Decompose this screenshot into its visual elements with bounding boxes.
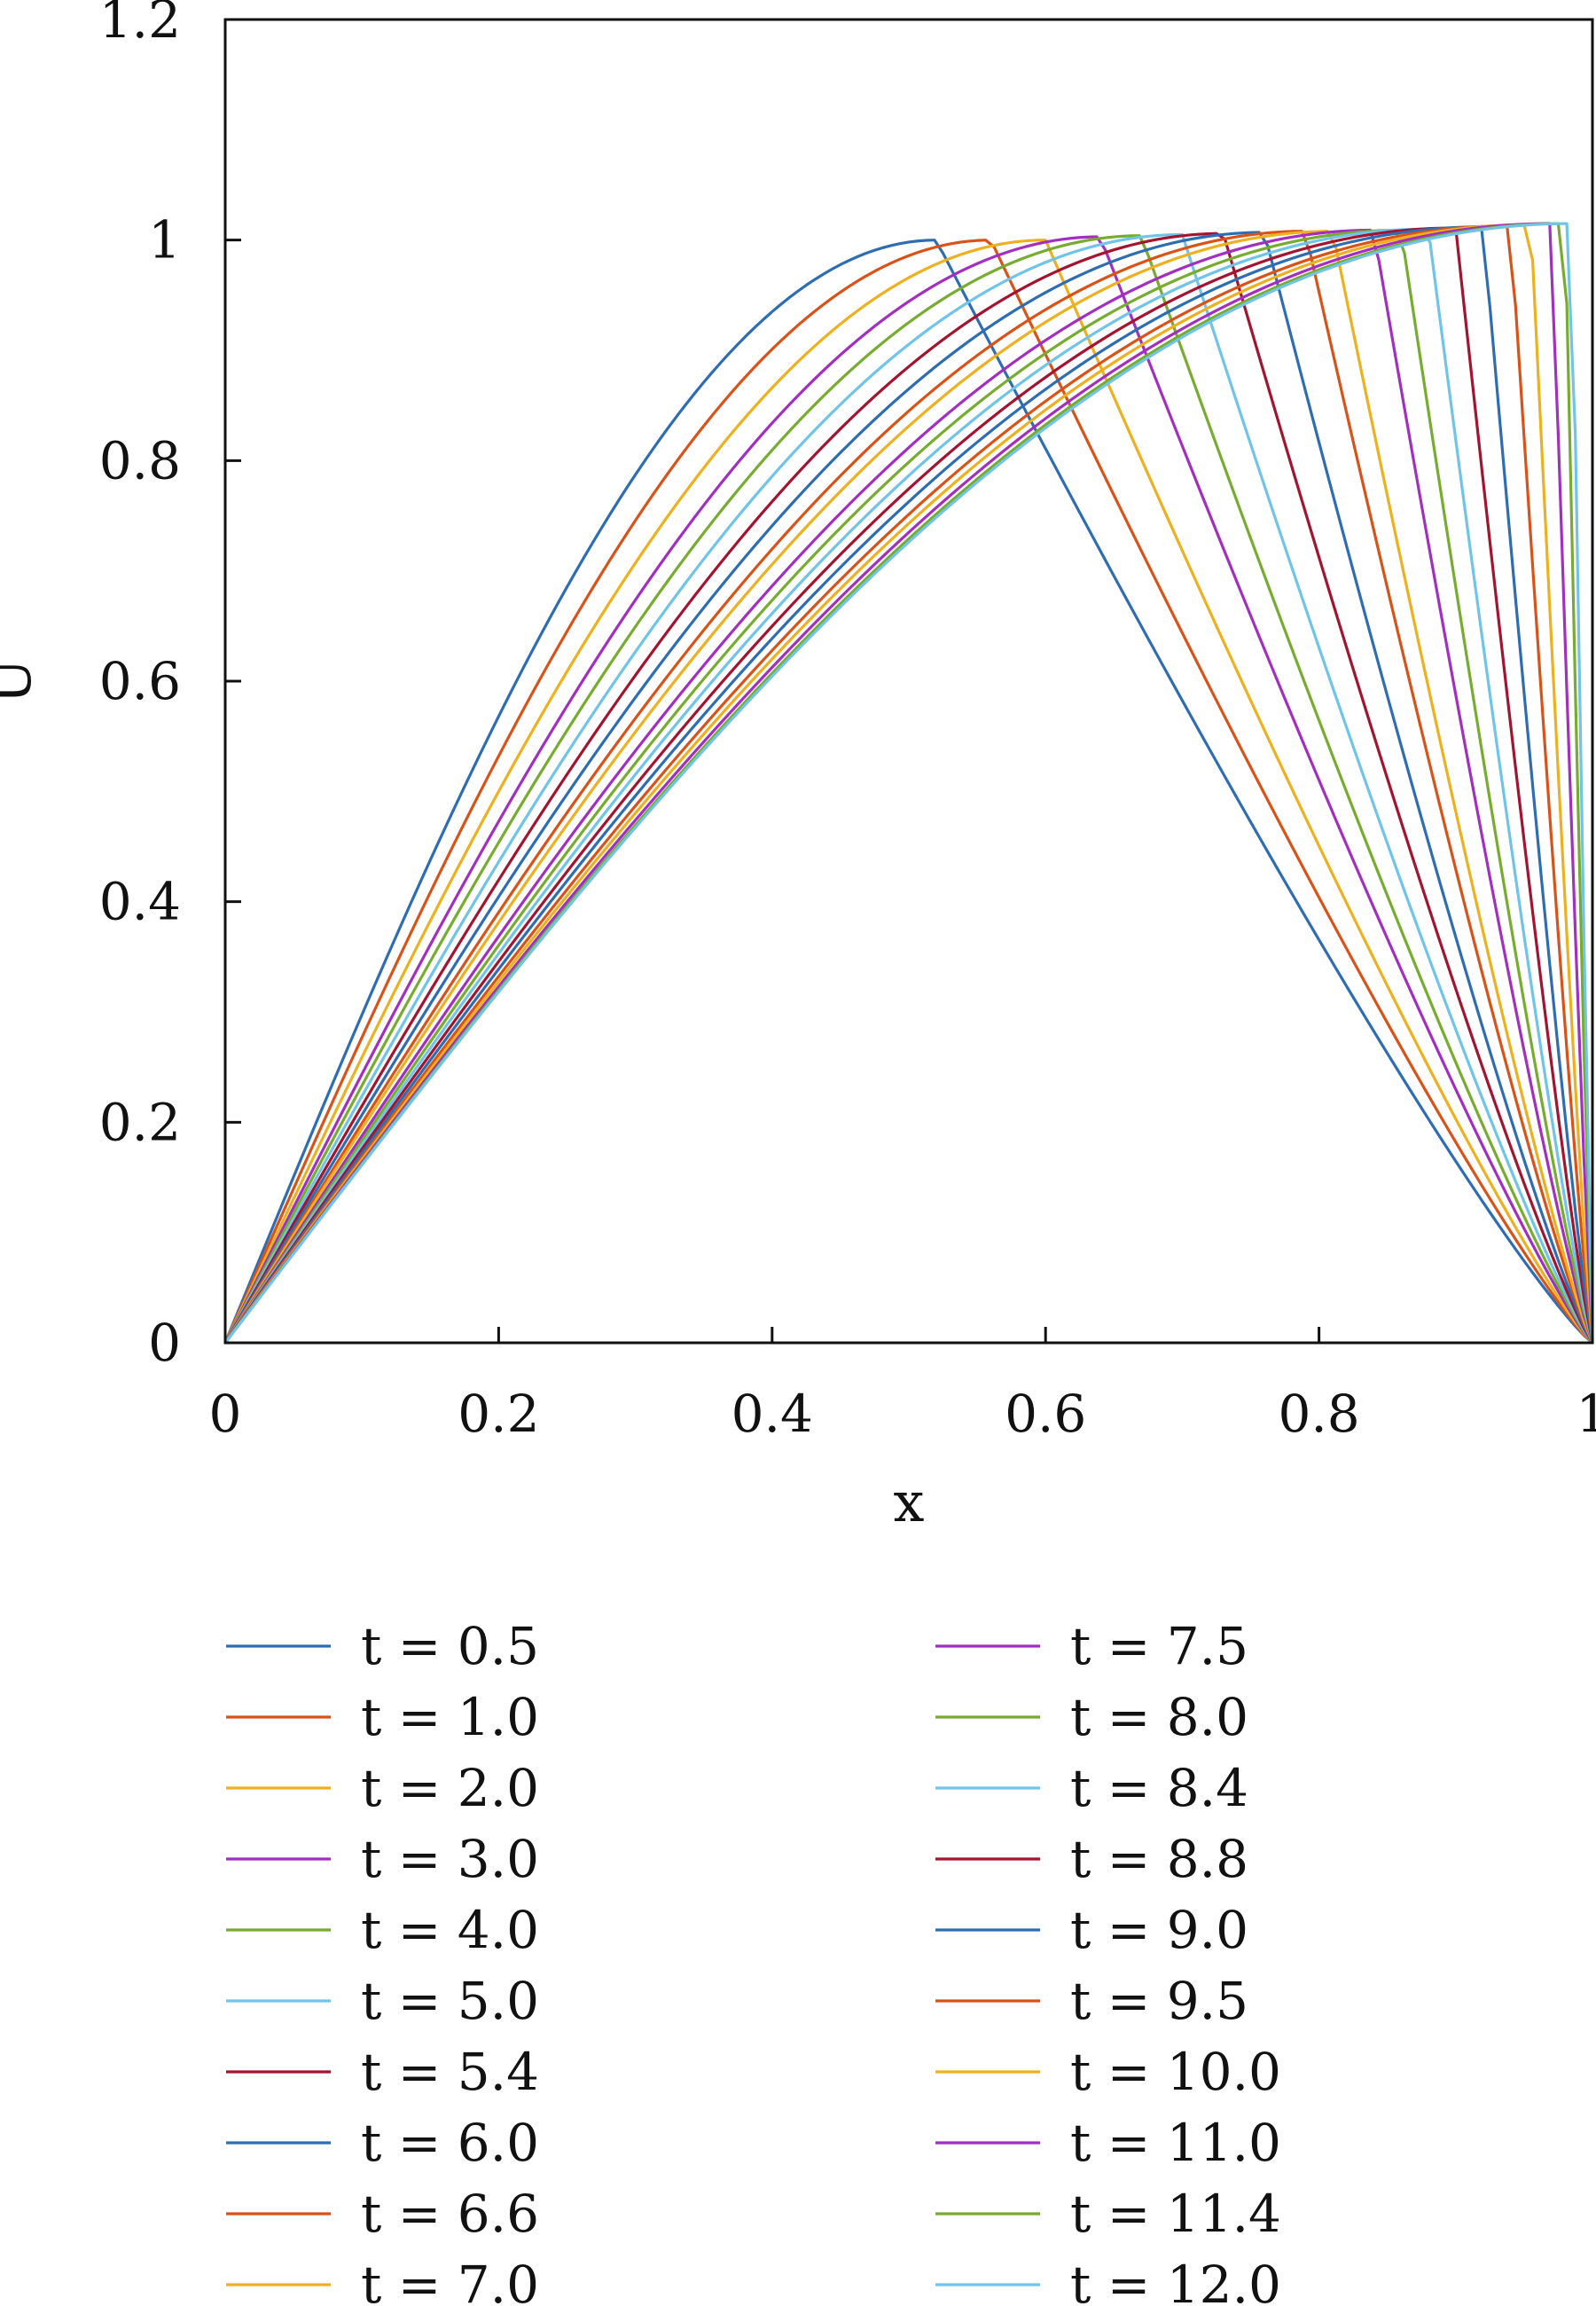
- series-line: [223, 230, 1594, 1344]
- legend-label: t = 9.0: [1070, 1900, 1248, 1960]
- x-tick-label: 0.8: [1278, 1384, 1359, 1444]
- series-line: [223, 231, 1594, 1344]
- axes-frame: [223, 18, 1594, 1345]
- series-layer: [223, 222, 1594, 1345]
- legend-label: t = 4.0: [361, 1900, 539, 1960]
- legend-label: t = 5.4: [361, 2042, 539, 2102]
- legend-label: t = 5.0: [361, 1971, 539, 2031]
- legend-item: t = 1.0: [226, 1687, 539, 1747]
- series-line: [223, 230, 1594, 1344]
- legend-label: t = 11.4: [1070, 2184, 1281, 2244]
- legend-item: t = 4.0: [226, 1900, 539, 1960]
- series-line: [223, 239, 1594, 1345]
- legend-item: t = 9.0: [935, 1900, 1248, 1960]
- legend-item: t = 8.4: [935, 1758, 1248, 1818]
- legend-label: t = 6.0: [361, 2113, 539, 2173]
- y-tick-label: 0.4: [99, 872, 181, 932]
- series-line: [223, 234, 1594, 1344]
- legend-item: t = 3.0: [226, 1829, 539, 1889]
- legend-item: t = 6.0: [226, 2113, 539, 2173]
- series-line: [223, 226, 1594, 1344]
- legend-label: t = 7.0: [361, 2255, 539, 2306]
- x-tick-label: 1: [1576, 1384, 1596, 1444]
- legend-label: t = 2.0: [361, 1758, 539, 1818]
- legend-item: t = 5.0: [226, 1971, 539, 2031]
- legend-item: t = 8.8: [935, 1829, 1248, 1889]
- legend-label: t = 3.0: [361, 1829, 539, 1889]
- legend-label: t = 1.0: [361, 1687, 539, 1747]
- y-tick-label: 1.2: [99, 0, 181, 50]
- series-line: [223, 224, 1594, 1344]
- legend-label: t = 0.5: [361, 1616, 539, 1676]
- legend: t = 0.5 t = 1.0 t = 2.0 t = 3.0 t = 4.0 t = 5…: [226, 1616, 1281, 2306]
- legend-label: t = 8.4: [1070, 1758, 1248, 1818]
- x-tick-label: 0.2: [458, 1384, 539, 1444]
- series-line: [223, 232, 1594, 1344]
- y-axis-label: U: [0, 658, 43, 704]
- y-tick-label: 0.2: [99, 1092, 181, 1152]
- legend-item: t = 5.4: [226, 2042, 539, 2102]
- legend-item: t = 2.0: [226, 1758, 539, 1818]
- series-line: [223, 228, 1594, 1344]
- x-tick-label: 0: [209, 1384, 242, 1444]
- series-line: [223, 223, 1594, 1344]
- legend-label: t = 8.0: [1070, 1687, 1248, 1747]
- legend-label: t = 10.0: [1070, 2042, 1281, 2102]
- legend-label: t = 9.5: [1070, 1971, 1248, 2031]
- y-ticks: 0 0.2 0.4 0.6 0.8 1 1.2: [99, 0, 241, 1373]
- series-line: [223, 235, 1594, 1345]
- series-line: [223, 227, 1594, 1344]
- x-tick-label: 0.6: [1005, 1384, 1086, 1444]
- y-tick-label: 0: [148, 1313, 181, 1373]
- legend-item: t = 11.4: [935, 2184, 1281, 2244]
- legend-item: t = 6.6: [226, 2184, 539, 2244]
- legend-item: t = 7.0: [226, 2255, 539, 2306]
- legend-item: t = 12.0: [935, 2255, 1281, 2306]
- plot-area: 0 0.2 0.4 0.6 0.8 1 0 0.2 0.4 0.6 0.8 1 1.2: [99, 0, 1596, 1444]
- legend-item: t = 7.5: [935, 1616, 1248, 1676]
- legend-item: t = 8.0: [935, 1687, 1248, 1747]
- y-tick-label: 0.8: [99, 430, 181, 490]
- series-line: [223, 228, 1594, 1344]
- series-line: [223, 222, 1594, 1344]
- legend-label: t = 6.6: [361, 2184, 539, 2244]
- x-ticks: 0 0.2 0.4 0.6 0.8 1: [209, 1327, 1596, 1444]
- legend-label: t = 8.8: [1070, 1829, 1248, 1889]
- legend-label: t = 11.0: [1070, 2113, 1281, 2173]
- y-tick-label: 1: [148, 210, 181, 271]
- y-tick-label: 0.6: [99, 651, 181, 711]
- series-line: [223, 239, 1594, 1345]
- legend-item: t = 11.0: [935, 2113, 1281, 2173]
- legend-item: t = 0.5: [226, 1616, 539, 1676]
- series-line: [223, 231, 1594, 1344]
- legend-label: t = 12.0: [1070, 2255, 1281, 2306]
- legend-label: t = 7.5: [1070, 1616, 1248, 1676]
- legend-item: t = 10.0: [935, 2042, 1281, 2102]
- legend-item: t = 9.5: [935, 1971, 1248, 2031]
- series-line: [223, 225, 1594, 1344]
- x-tick-label: 0.4: [732, 1384, 813, 1444]
- x-axis-label: x: [894, 1470, 925, 1534]
- series-line: [223, 222, 1594, 1344]
- series-line: [223, 239, 1594, 1345]
